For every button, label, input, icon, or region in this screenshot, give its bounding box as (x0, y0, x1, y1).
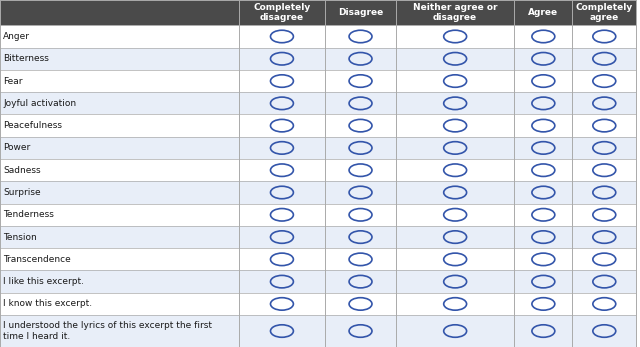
Bar (0, 48, 636, 70)
Text: I understood the lyrics of this excerpt the first
time I heard it.: I understood the lyrics of this excerpt … (3, 321, 212, 341)
Bar (0, 137, 636, 159)
Text: Surprise: Surprise (3, 188, 41, 197)
Bar (0, 315, 636, 347)
Text: Completely
agree: Completely agree (575, 3, 633, 22)
Text: Agree: Agree (528, 8, 559, 17)
Text: Tenderness: Tenderness (3, 210, 54, 219)
Text: Transcendence: Transcendence (3, 255, 71, 264)
Bar (0, 271, 636, 293)
Text: Disagree: Disagree (338, 8, 383, 17)
Text: I like this excerpt.: I like this excerpt. (3, 277, 84, 286)
Text: I know this excerpt.: I know this excerpt. (3, 299, 92, 308)
Text: Anger: Anger (3, 32, 30, 41)
Text: Fear: Fear (3, 77, 22, 86)
Bar (0, 0, 636, 25)
Text: Peacefulness: Peacefulness (3, 121, 62, 130)
Bar (0, 181, 636, 204)
Text: Neither agree or
disagree: Neither agree or disagree (413, 3, 497, 22)
Text: Joyful activation: Joyful activation (3, 99, 76, 108)
Text: Bitterness: Bitterness (3, 54, 49, 63)
Bar (0, 92, 636, 115)
Text: Sadness: Sadness (3, 166, 41, 175)
Text: Power: Power (3, 143, 31, 152)
Bar (0, 226, 636, 248)
Text: Completely
disagree: Completely disagree (253, 3, 310, 22)
Text: Tension: Tension (3, 232, 37, 242)
